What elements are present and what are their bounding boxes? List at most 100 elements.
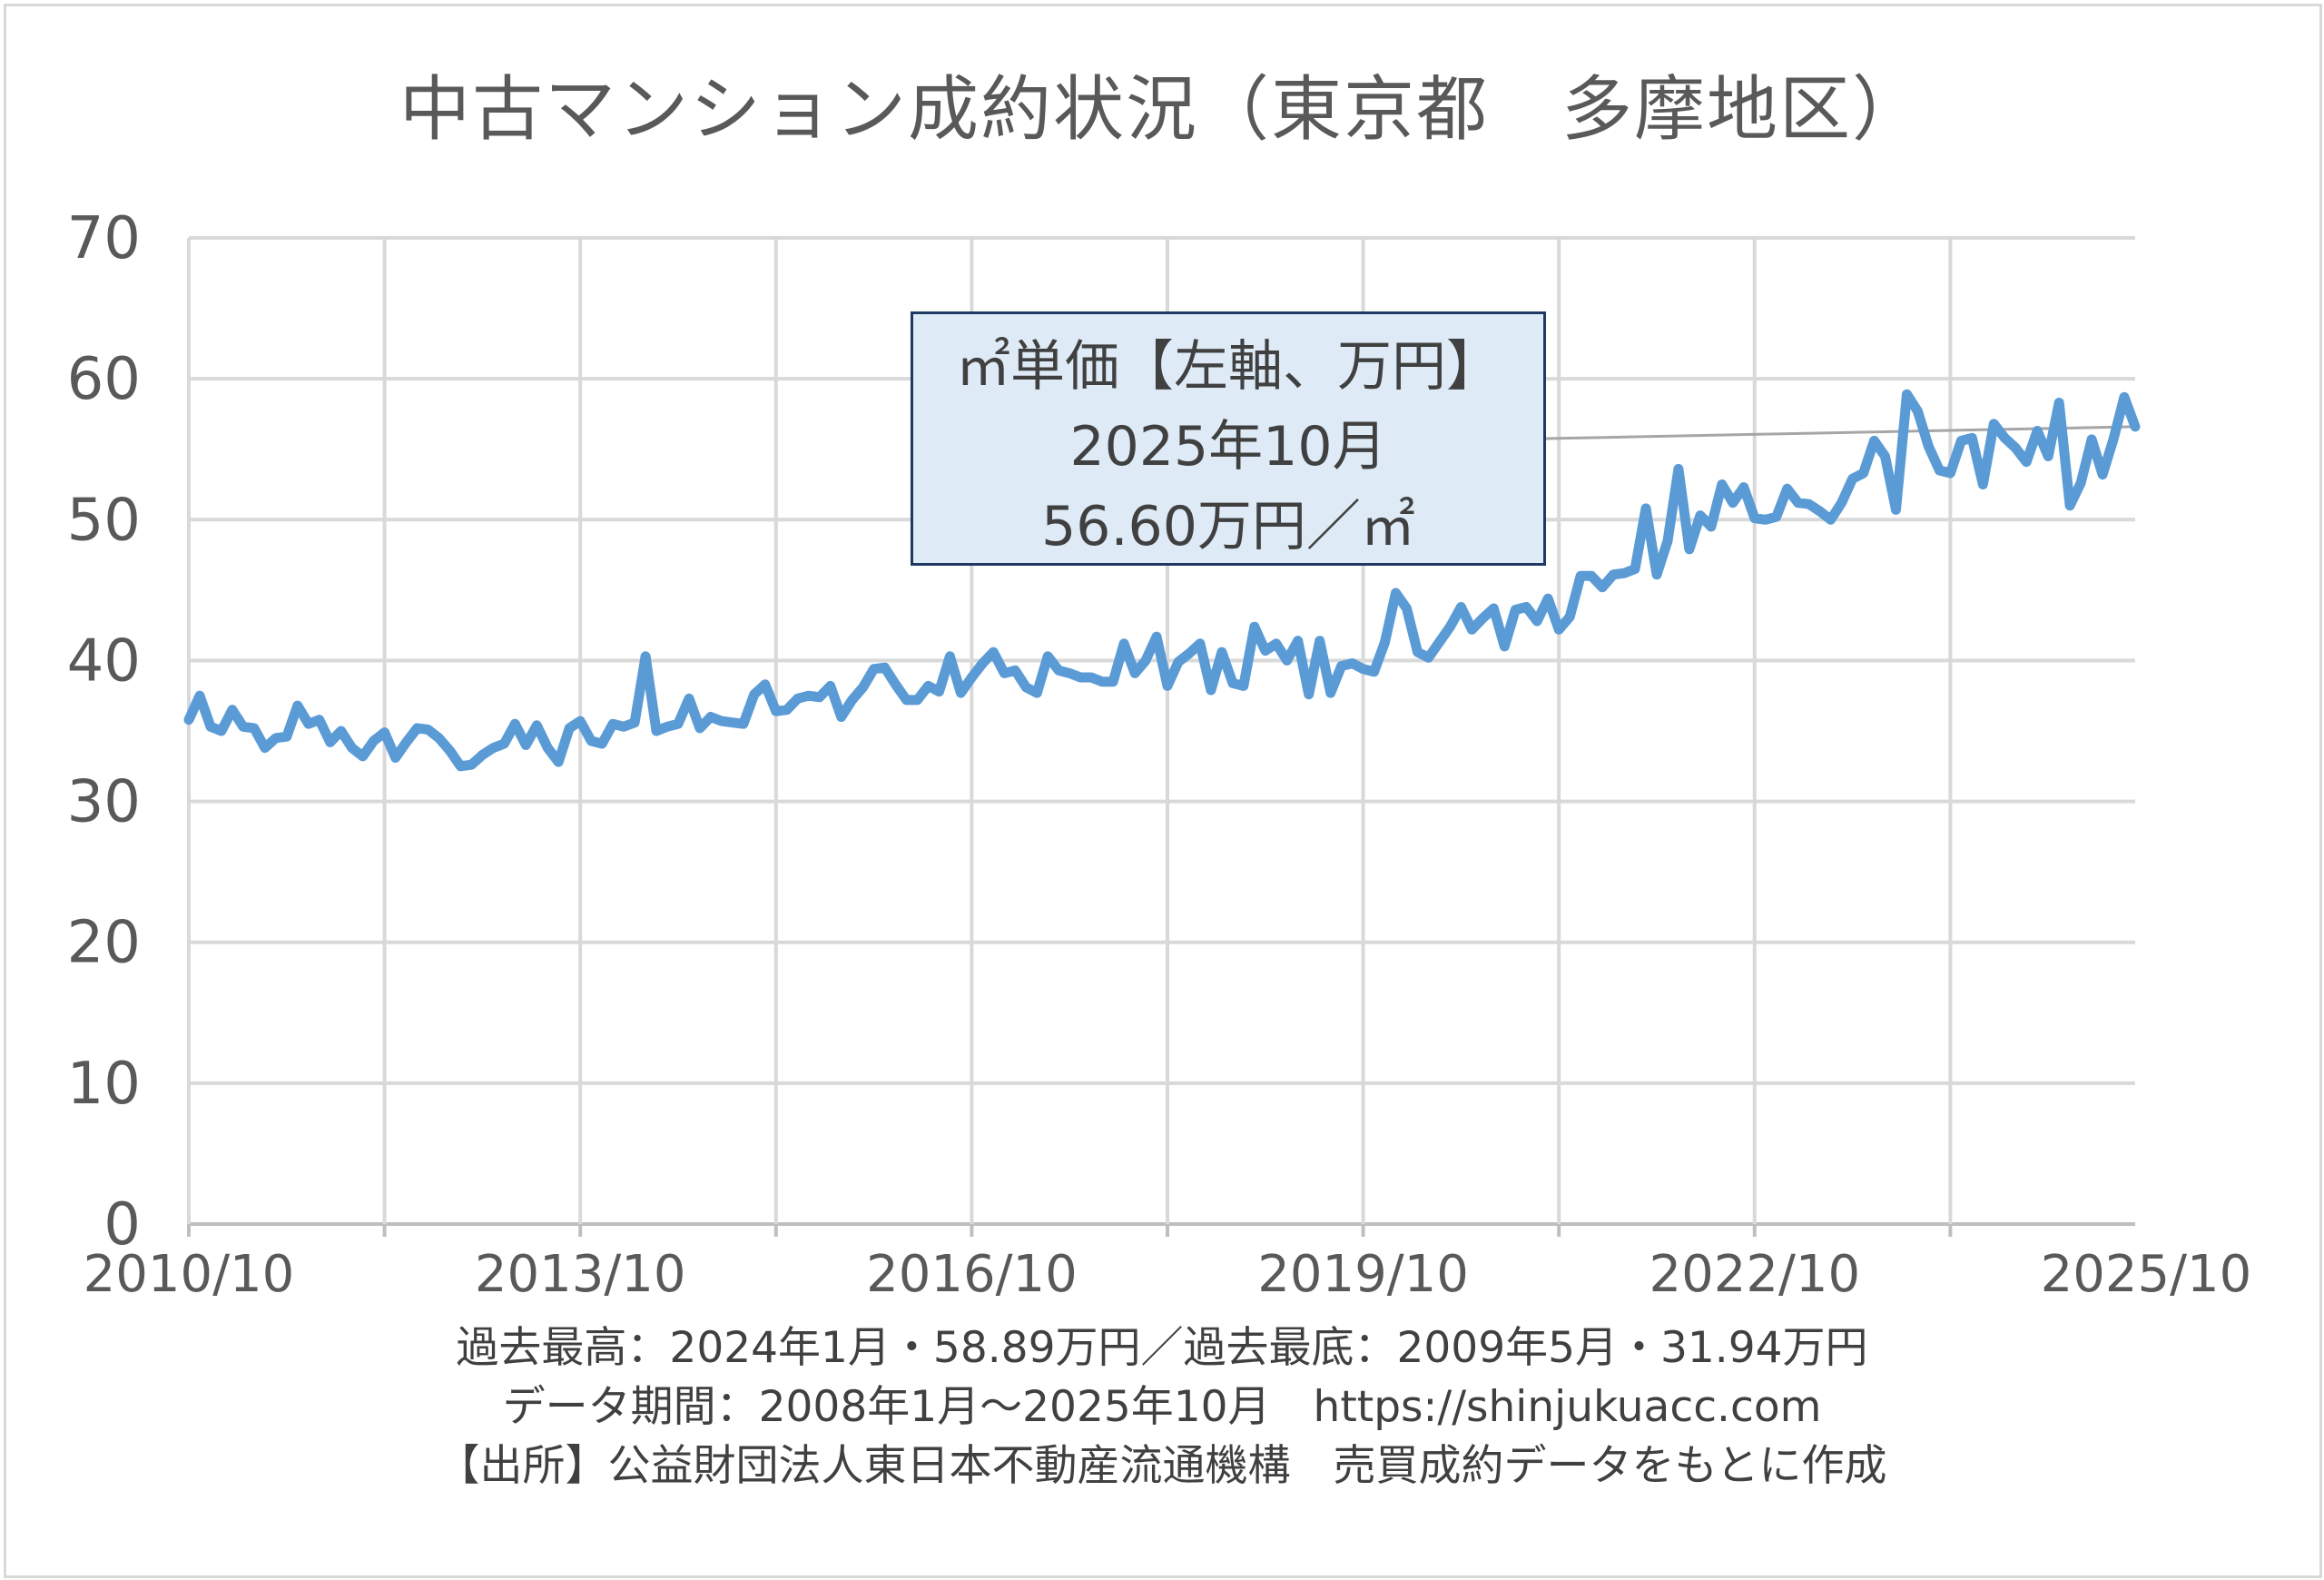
data-point — [1611, 573, 1615, 577]
data-point — [231, 708, 234, 712]
data-point — [742, 722, 745, 726]
data-point — [948, 655, 951, 658]
data-point — [1362, 667, 1365, 671]
data-point — [513, 722, 517, 726]
data-point — [611, 722, 615, 726]
data-point — [665, 725, 669, 728]
x-tick-label: 2013/10 — [475, 1245, 686, 1304]
chart-title: 中古マンション成約状況（東京都 多摩地区） — [399, 69, 1925, 151]
data-point — [1959, 439, 1963, 442]
data-point — [1035, 691, 1039, 695]
data-point — [567, 726, 571, 730]
data-point — [2046, 455, 2050, 459]
data-point — [1720, 483, 1724, 487]
data-point — [687, 696, 691, 700]
data-point — [1742, 486, 1746, 489]
data-point — [1481, 617, 1484, 620]
data-point — [1187, 652, 1191, 656]
data-point — [1002, 671, 1006, 675]
y-tick-label: 60 — [67, 346, 141, 413]
footer-record-note: 過去最高：2024年1月・58.89万円／過去最底：2009年5月・31.94万… — [456, 1323, 1868, 1373]
data-point — [763, 683, 767, 686]
data-point — [1198, 642, 1202, 646]
data-point — [1285, 658, 1289, 662]
data-point — [340, 729, 343, 733]
data-point — [905, 698, 909, 702]
data-point — [1492, 607, 1495, 610]
data-point — [535, 724, 538, 727]
data-point — [1948, 471, 1952, 475]
data-point — [1513, 608, 1517, 612]
data-point — [220, 729, 223, 733]
x-tick-label: 2010/10 — [84, 1245, 295, 1304]
data-point — [1231, 681, 1235, 685]
data-point — [1166, 684, 1169, 687]
data-point — [676, 722, 680, 726]
data-point — [1144, 658, 1147, 662]
chart-frame — [4, 4, 2322, 1578]
data-point — [1100, 680, 1104, 684]
data-point — [1264, 649, 1267, 653]
data-point — [1253, 625, 1256, 628]
data-point — [818, 696, 822, 699]
data-point — [2090, 438, 2093, 441]
data-point — [252, 726, 256, 730]
data-point — [491, 746, 495, 750]
data-point — [1024, 686, 1028, 689]
y-tick-label: 20 — [67, 910, 141, 977]
callout-date: 2025年10月 — [1069, 415, 1387, 479]
data-point — [372, 739, 376, 743]
data-point — [1622, 571, 1626, 575]
data-point — [1089, 676, 1093, 679]
data-point — [1242, 684, 1246, 687]
x-tick-label: 2025/10 — [2041, 1245, 2252, 1304]
data-point — [1470, 627, 1473, 631]
data-point — [1818, 509, 1822, 513]
data-point — [916, 698, 920, 702]
data-point — [840, 716, 843, 719]
data-point — [980, 662, 984, 666]
data-point — [394, 756, 398, 760]
data-point — [1307, 693, 1311, 696]
data-point — [1926, 445, 1930, 449]
data-point — [872, 667, 876, 671]
callout-value: 56.60万円／㎡ — [1041, 495, 1415, 558]
data-point — [2057, 401, 2061, 405]
data-point — [2024, 460, 2028, 464]
data-point — [1329, 691, 1333, 695]
data-point — [1155, 635, 1158, 638]
data-point — [1699, 514, 1702, 518]
data-point — [600, 742, 604, 746]
series-callout: ㎡単価【左軸、万円】 2025年10月 56.60万円／㎡ — [911, 311, 1546, 566]
data-point — [285, 735, 289, 738]
data-point — [1709, 525, 1713, 528]
data-point — [1220, 650, 1224, 654]
data-point — [1318, 639, 1322, 643]
data-point — [502, 742, 506, 746]
data-point — [1046, 655, 1049, 658]
data-point — [361, 755, 365, 758]
data-point — [774, 709, 778, 713]
data-point — [307, 722, 310, 726]
data-point — [1340, 665, 1344, 668]
data-point — [448, 749, 452, 753]
data-point — [1546, 597, 1550, 600]
y-tick-label: 10 — [67, 1051, 141, 1118]
data-point — [709, 716, 713, 719]
data-point — [698, 726, 702, 730]
data-point — [851, 698, 854, 702]
data-point — [1524, 606, 1528, 609]
data-point — [546, 746, 549, 750]
data-point — [198, 694, 202, 697]
footer-source-note: 【出所】公益財団法人東日本不動産流通機構 売買成約データをもとに作成 — [437, 1441, 1887, 1491]
data-point — [578, 719, 582, 723]
callout-series-label: ㎡単価【左軸、万円】 — [956, 335, 1501, 399]
x-tick-label: 2019/10 — [1257, 1245, 1469, 1304]
data-point — [1502, 645, 1506, 648]
data-point — [1296, 639, 1300, 643]
data-point — [2112, 438, 2115, 441]
data-point — [1122, 642, 1126, 646]
data-point — [1351, 662, 1354, 666]
data-point — [1764, 518, 1768, 521]
y-tick-label: 50 — [67, 487, 141, 554]
